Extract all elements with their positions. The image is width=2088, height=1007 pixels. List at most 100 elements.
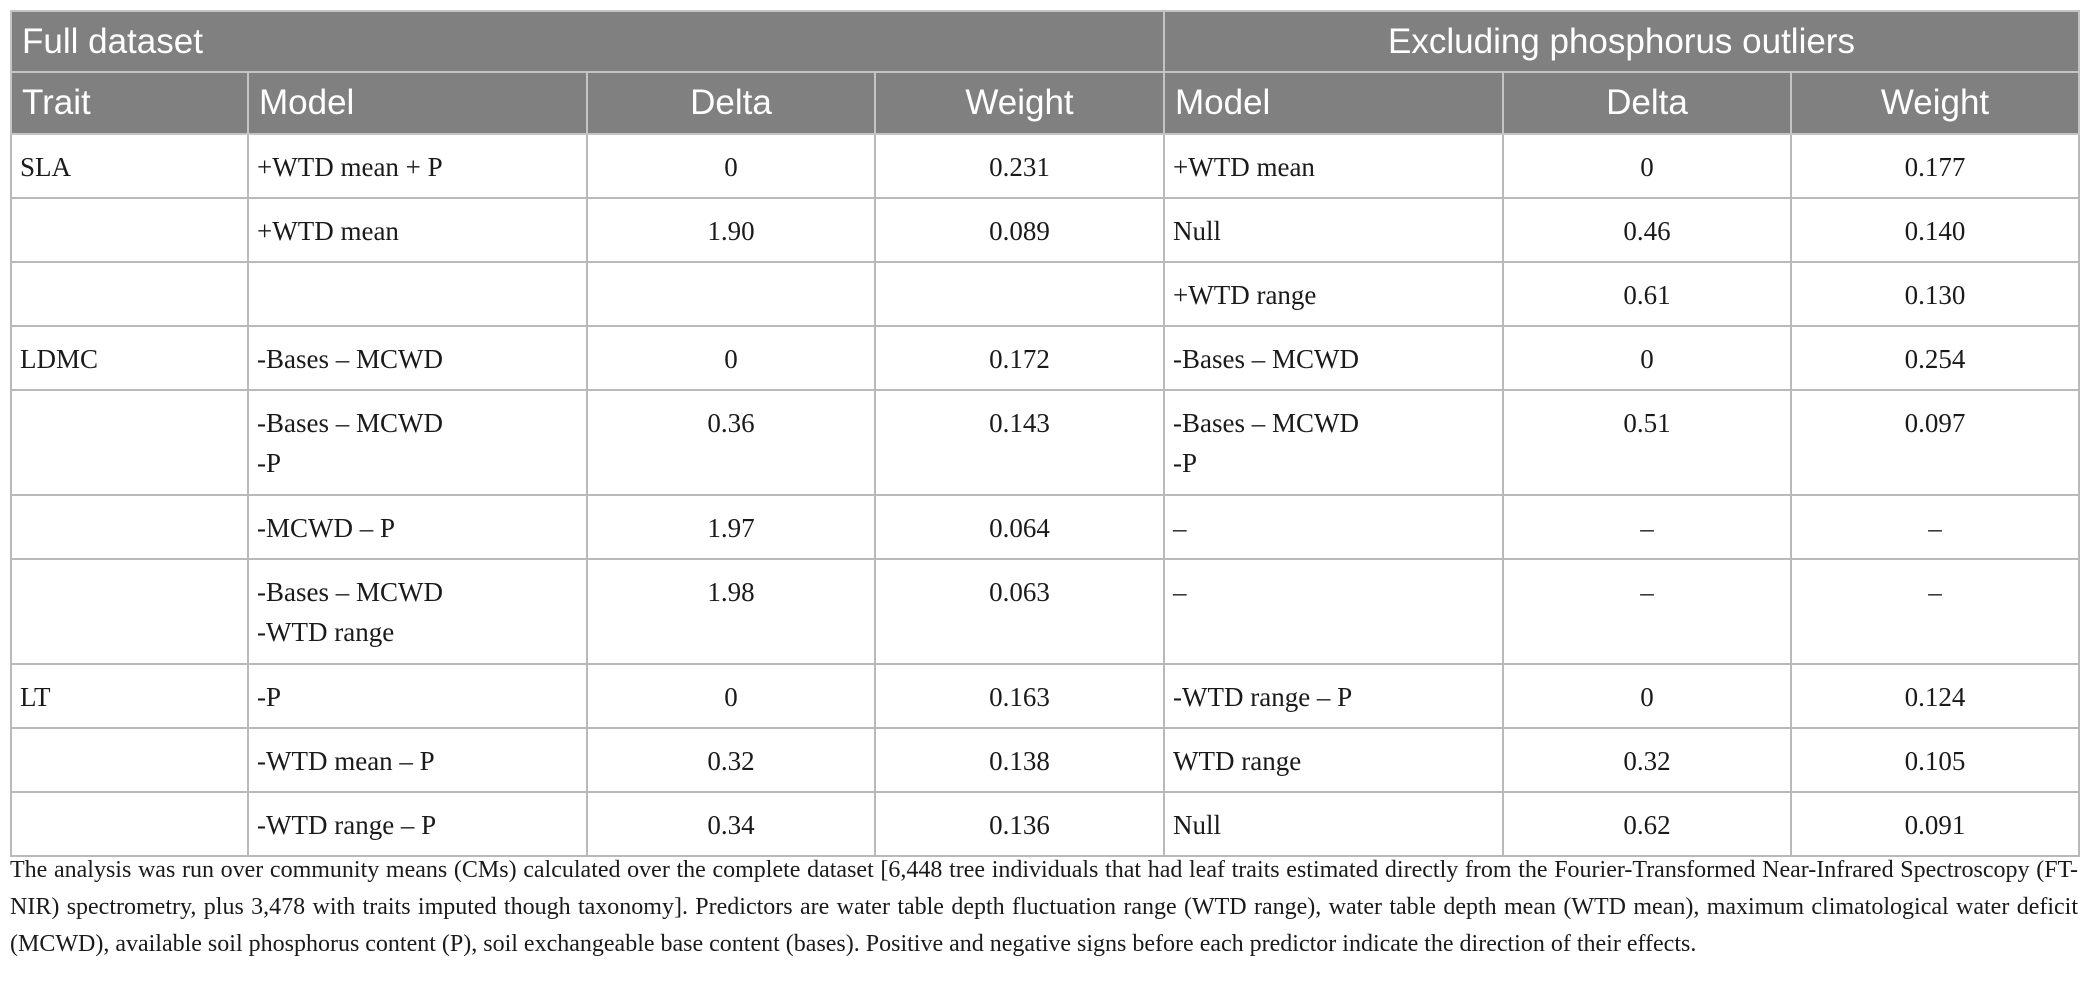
model-term-line: – <box>1173 513 1187 543</box>
table-row: -Bases – MCWD -P 0.36 0.143 -Bases – MCWD -P 0… <box>10 389 2080 496</box>
cell-excluding-model: – <box>1163 558 1504 665</box>
table-row: +WTD mean 1.90 0.089 Null 0.46 0.140 <box>10 197 2080 263</box>
cell-excluding-weight: 0.097 <box>1790 389 2080 496</box>
group-header-full-dataset: Full dataset <box>10 10 1165 73</box>
model-term-line: Null <box>1173 810 1222 840</box>
cell-full-weight: 0.063 <box>874 558 1165 665</box>
cell-excluding-weight: 0.091 <box>1790 791 2080 857</box>
table-row: -WTD mean – P 0.32 0.138 WTD range 0.32 0.105 <box>10 727 2080 793</box>
cell-excluding-delta: 0.61 <box>1502 261 1792 327</box>
group-header-excluding-outliers: Excluding phosphorus outliers <box>1163 10 2080 73</box>
cell-full-weight: 0.163 <box>874 663 1165 729</box>
cell-excluding-delta: 0.46 <box>1502 197 1792 263</box>
cell-full-delta: 1.98 <box>586 558 876 665</box>
cell-excluding-delta: 0.32 <box>1502 727 1792 793</box>
cell-full-weight: 0.143 <box>874 389 1165 496</box>
cell-excluding-model: +WTD mean <box>1163 133 1504 199</box>
cell-excluding-delta: 0 <box>1502 133 1792 199</box>
model-term-line: -P <box>257 448 282 478</box>
results-table-container: Full dataset Excluding phosphorus outlie… <box>10 10 2080 857</box>
cell-excluding-delta: 0 <box>1502 663 1792 729</box>
model-selection-table: Full dataset Excluding phosphorus outlie… <box>10 10 2080 857</box>
column-header-full-model: Model <box>247 71 588 135</box>
model-term-line: -P <box>257 682 282 712</box>
cell-full-weight: 0.138 <box>874 727 1165 793</box>
cell-excluding-weight: – <box>1790 558 2080 665</box>
cell-full-delta: 0.34 <box>586 791 876 857</box>
table-row: -MCWD – P 1.97 0.064– – – <box>10 494 2080 560</box>
cell-trait <box>10 197 249 263</box>
table-row: +WTD range 0.61 0.130 <box>10 261 2080 327</box>
cell-trait: LT <box>10 663 249 729</box>
cell-full-delta: 0 <box>586 663 876 729</box>
model-term-line: -P <box>1173 448 1198 478</box>
model-term-line: +WTD mean <box>257 216 399 246</box>
cell-excluding-delta: – <box>1502 494 1792 560</box>
model-term-line: -Bases – MCWD <box>257 408 443 438</box>
table-row: SLA +WTD mean + P 0 0.231 +WTD mean 0 0.177 <box>10 133 2080 199</box>
cell-excluding-weight: 0.124 <box>1790 663 2080 729</box>
cell-excluding-model: – <box>1163 494 1504 560</box>
model-term-line: -Bases – MCWD <box>1173 408 1359 438</box>
model-term-line: WTD range <box>1173 746 1302 776</box>
cell-trait <box>10 389 249 496</box>
cell-full-model: -Bases – MCWD -P <box>247 389 588 496</box>
cell-full-weight <box>874 261 1165 327</box>
model-term-line: -Bases – MCWD <box>257 344 443 374</box>
column-header-excluding-weight: Weight <box>1790 71 2080 135</box>
cell-excluding-model: Null <box>1163 791 1504 857</box>
cell-full-model: -Bases – MCWD -WTD range <box>247 558 588 665</box>
cell-trait <box>10 791 249 857</box>
cell-trait <box>10 558 249 665</box>
cell-full-model: -WTD mean – P <box>247 727 588 793</box>
cell-full-delta: 1.90 <box>586 197 876 263</box>
cell-full-weight: 0.231 <box>874 133 1165 199</box>
table-row: -WTD range – P 0.34 0.136 Null 0.62 0.091 <box>10 791 2080 857</box>
column-header-excluding-delta: Delta <box>1502 71 1792 135</box>
group-header-row: Full dataset Excluding phosphorus outlie… <box>10 10 2080 73</box>
model-term-line: -Bases – MCWD <box>257 577 443 607</box>
cell-excluding-model: -Bases – MCWD -P <box>1163 389 1504 496</box>
cell-full-delta <box>586 261 876 327</box>
table-body: SLA +WTD mean + P 0 0.231 +WTD mean 0 0.177 +WT… <box>10 133 2080 857</box>
cell-excluding-model: +WTD range <box>1163 261 1504 327</box>
column-header-trait: Trait <box>10 71 249 135</box>
cell-full-delta: 0 <box>586 325 876 391</box>
column-header-full-weight: Weight <box>874 71 1165 135</box>
cell-full-delta: 0.32 <box>586 727 876 793</box>
model-term-line: +WTD range <box>1173 280 1317 310</box>
cell-trait: LDMC <box>10 325 249 391</box>
cell-excluding-model: -WTD range – P <box>1163 663 1504 729</box>
cell-full-delta: 0 <box>586 133 876 199</box>
cell-excluding-weight: – <box>1790 494 2080 560</box>
column-header-full-delta: Delta <box>586 71 876 135</box>
model-term-line: +WTD mean + P <box>257 152 443 182</box>
model-term-line: -WTD mean – P <box>257 746 435 776</box>
cell-full-model: -WTD range – P <box>247 791 588 857</box>
cell-excluding-model: -Bases – MCWD <box>1163 325 1504 391</box>
model-term-line: -WTD range – P <box>257 810 437 840</box>
cell-excluding-weight: 0.140 <box>1790 197 2080 263</box>
cell-full-delta: 0.36 <box>586 389 876 496</box>
cell-trait: SLA <box>10 133 249 199</box>
cell-trait <box>10 727 249 793</box>
model-term-line: – <box>1173 577 1187 607</box>
cell-excluding-delta: 0 <box>1502 325 1792 391</box>
cell-full-model: -P <box>247 663 588 729</box>
table-row: LT -P 0 0.163 -WTD range – P 0 0.124 <box>10 663 2080 729</box>
cell-excluding-weight: 0.105 <box>1790 727 2080 793</box>
cell-full-delta: 1.97 <box>586 494 876 560</box>
table-footnote: The analysis was run over community mean… <box>10 857 2078 957</box>
model-term-line: +WTD mean <box>1173 152 1315 182</box>
cell-full-model: +WTD mean <box>247 197 588 263</box>
table-row: -Bases – MCWD -WTD range 1.98 0.063– – – <box>10 558 2080 665</box>
cell-excluding-weight: 0.254 <box>1790 325 2080 391</box>
model-term-line: -MCWD – P <box>257 513 396 543</box>
model-term-line: -WTD range <box>257 617 395 647</box>
cell-excluding-delta: – <box>1502 558 1792 665</box>
cell-full-weight: 0.136 <box>874 791 1165 857</box>
cell-excluding-weight: 0.130 <box>1790 261 2080 327</box>
cell-full-weight: 0.172 <box>874 325 1165 391</box>
cell-full-model: +WTD mean + P <box>247 133 588 199</box>
table-row: LDMC -Bases – MCWD 0 0.172 -Bases – MCWD 0 0.2… <box>10 325 2080 391</box>
